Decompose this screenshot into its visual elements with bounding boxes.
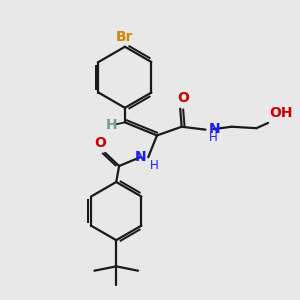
Text: N: N [134,150,146,164]
Text: H: H [106,118,118,132]
Text: O: O [94,136,106,150]
Text: O: O [177,91,189,105]
Text: Br: Br [116,30,134,44]
Text: N: N [209,122,220,136]
Text: H: H [209,131,218,144]
Text: H: H [150,160,159,172]
Text: OH: OH [269,106,293,120]
